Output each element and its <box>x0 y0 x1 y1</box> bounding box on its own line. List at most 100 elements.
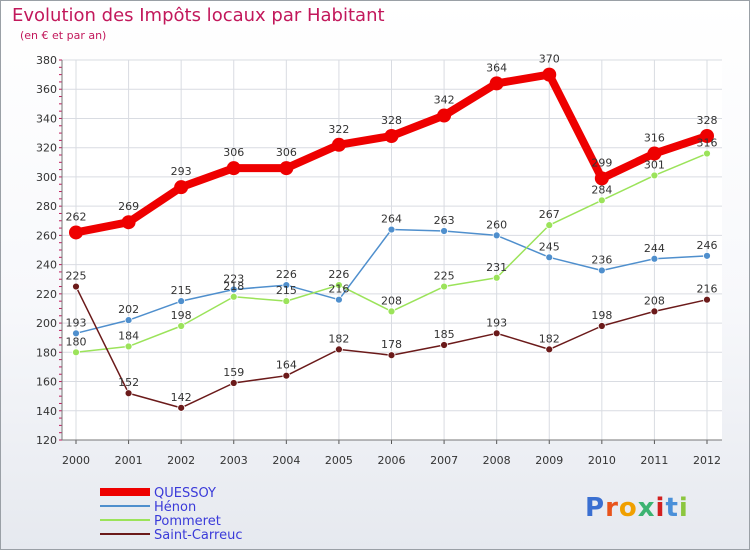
data-label: 223 <box>223 272 244 285</box>
x-tick-label: 2000 <box>62 454 90 467</box>
data-label: 198 <box>171 309 192 322</box>
x-tick-label: 2001 <box>115 454 143 467</box>
data-point <box>72 348 80 357</box>
data-point <box>545 253 554 262</box>
data-label: 226 <box>328 268 349 281</box>
brand-letter: r <box>605 493 619 523</box>
x-tick-label: 2006 <box>378 454 406 467</box>
data-label: 364 <box>486 61 507 74</box>
data-label: 164 <box>276 359 297 372</box>
data-point <box>282 281 291 289</box>
data-label: 215 <box>276 284 297 297</box>
data-point <box>492 231 501 240</box>
data-label: 225 <box>66 270 87 283</box>
data-label: 202 <box>118 303 139 316</box>
data-label: 218 <box>223 280 244 293</box>
y-tick-label: 360 <box>36 83 57 96</box>
data-point <box>229 379 238 387</box>
data-point <box>703 251 711 260</box>
data-label: 159 <box>223 366 244 379</box>
x-tick-label: 2012 <box>693 454 721 467</box>
data-label: 193 <box>66 316 87 329</box>
data-label: 152 <box>118 376 139 389</box>
x-tick-label: 2009 <box>535 454 563 467</box>
data-label: 246 <box>697 239 718 252</box>
data-label: 142 <box>171 391 192 404</box>
data-point <box>597 266 606 275</box>
data-point <box>335 345 343 354</box>
data-point <box>279 161 294 176</box>
data-point <box>492 329 501 338</box>
data-label: 216 <box>697 283 718 296</box>
y-tick-label: 140 <box>36 405 57 418</box>
data-label: 260 <box>486 218 507 231</box>
data-point <box>72 329 80 338</box>
data-point <box>282 297 291 306</box>
brand-letter: o <box>619 493 638 523</box>
data-label: 208 <box>381 294 402 307</box>
data-label: 328 <box>381 114 402 127</box>
plot-area: 120 140 160 180 200 220 240 260 280 300 320 340 360 3… <box>36 53 722 467</box>
data-label: 184 <box>118 329 139 342</box>
legend-label: Saint-Carreuc <box>154 528 242 543</box>
brand-letter: x <box>638 493 656 523</box>
data-label: 215 <box>171 284 192 297</box>
data-point <box>545 221 554 230</box>
y-tick-label: 240 <box>36 259 57 272</box>
data-label: 293 <box>171 165 192 178</box>
data-label: 231 <box>486 261 507 274</box>
x-tick-label: 2003 <box>220 454 248 467</box>
data-label: 316 <box>697 137 718 150</box>
data-point <box>440 227 448 235</box>
x-tick-label: 2002 <box>167 454 195 467</box>
data-point <box>331 137 346 152</box>
data-label: 264 <box>381 213 402 226</box>
y-tick-label: 340 <box>36 112 57 125</box>
data-label: 306 <box>276 146 297 159</box>
data-point <box>647 146 662 161</box>
data-point <box>594 171 609 186</box>
data-label: 269 <box>118 200 139 213</box>
data-label: 322 <box>328 123 349 136</box>
data-point <box>650 171 659 180</box>
data-point <box>545 345 554 354</box>
data-label: 180 <box>66 335 87 348</box>
data-label: 370 <box>539 53 560 66</box>
data-point <box>177 403 186 412</box>
data-point <box>387 351 396 360</box>
data-label: 328 <box>697 114 718 127</box>
data-point <box>177 322 186 330</box>
y-tick-label: 220 <box>36 288 57 301</box>
data-point <box>124 342 133 351</box>
data-point <box>387 225 396 234</box>
data-point <box>440 282 448 291</box>
data-point <box>72 282 80 291</box>
data-point <box>177 297 186 306</box>
y-tick-label: 120 <box>36 434 57 447</box>
data-label: 225 <box>434 270 455 283</box>
x-tick-label: 2011 <box>640 454 668 467</box>
data-label: 284 <box>591 183 612 196</box>
data-point <box>542 67 557 82</box>
data-label: 299 <box>591 156 612 169</box>
x-tick-label: 2004 <box>272 454 300 467</box>
data-label: 182 <box>328 332 349 345</box>
data-label: 245 <box>539 240 560 253</box>
data-label: 262 <box>66 210 87 223</box>
data-point <box>703 295 711 304</box>
data-label: 185 <box>434 328 455 341</box>
data-point <box>489 76 504 91</box>
data-label: 267 <box>539 208 560 221</box>
y-tick-label: 380 <box>36 54 57 67</box>
data-point <box>384 129 399 143</box>
data-label: 226 <box>276 268 297 281</box>
data-label: 236 <box>591 253 612 266</box>
data-label: 316 <box>644 132 665 145</box>
data-point <box>703 149 711 158</box>
data-label: 178 <box>381 338 402 351</box>
chart-subtitle: (en € et par an) <box>20 29 106 42</box>
x-tick-label: 2007 <box>430 454 458 467</box>
data-point <box>440 341 448 349</box>
